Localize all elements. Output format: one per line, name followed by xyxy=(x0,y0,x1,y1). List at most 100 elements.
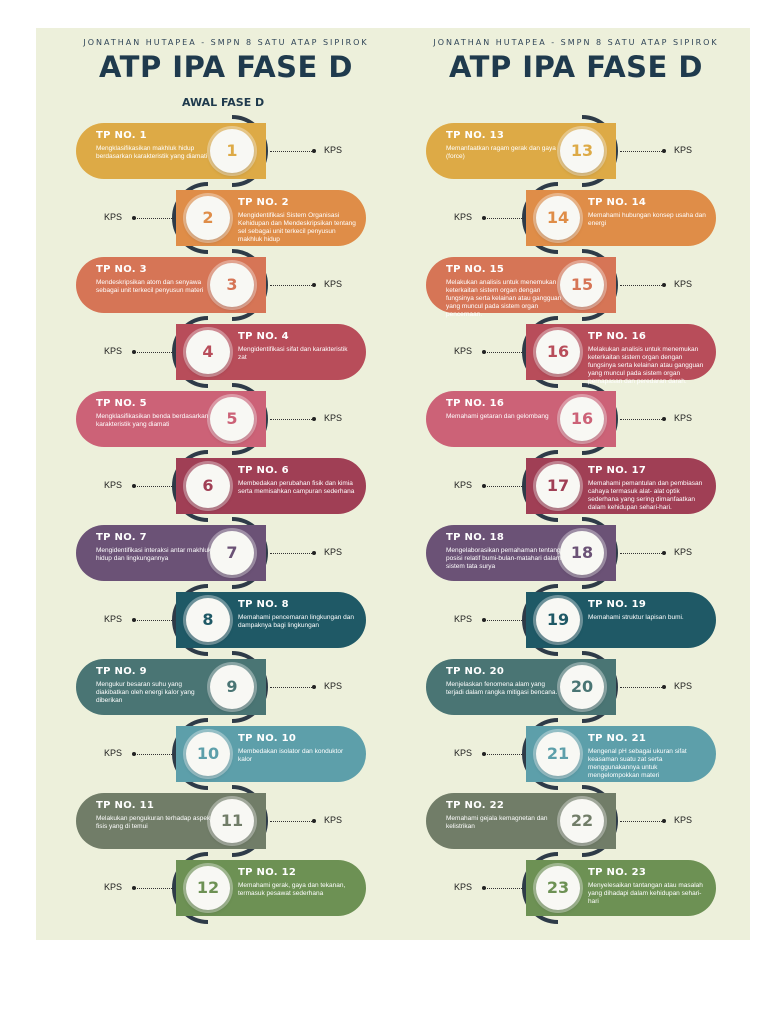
kps-leader-line xyxy=(620,821,664,822)
kps-label: KPS xyxy=(324,681,343,691)
tp-number-circle: 4 xyxy=(186,330,230,374)
tp-description: Mengelaborasikan pemahaman tentang posis… xyxy=(446,547,562,570)
kps-dot xyxy=(482,216,486,220)
kps-label: KPS xyxy=(454,212,473,222)
tp-number-label: TP NO. 22 xyxy=(446,800,505,811)
tp-number-circle: 14 xyxy=(536,196,580,240)
infographic-poster: JONATHAN HUTAPEA - SMPN 8 SATU ATAP SIPI… xyxy=(36,28,750,940)
kps-label: KPS xyxy=(324,547,343,557)
kps-dot xyxy=(312,149,316,153)
kps-label: KPS xyxy=(104,480,123,490)
kps-dot xyxy=(662,417,666,421)
kps-label: KPS xyxy=(454,614,473,624)
kps-label: KPS xyxy=(454,346,473,356)
tp-description: Memahami pencemaran lingkungan dan dampa… xyxy=(238,614,354,629)
tp-description: Memahami gerak, gaya dan tekanan, termas… xyxy=(238,882,346,897)
kps-label: KPS xyxy=(324,815,343,825)
right-column: JONATHAN HUTAPEA - SMPN 8 SATU ATAP SIPI… xyxy=(386,28,743,940)
tp-description: Membedakan isolator dan konduktor kalor xyxy=(238,748,344,763)
tp-number-circle: 11 xyxy=(210,799,254,843)
kps-leader-line xyxy=(484,620,524,621)
tp-description: Mengidentifikasi interaksi antar makhluk… xyxy=(96,547,212,562)
tp-number-label: TP NO. 12 xyxy=(238,867,297,878)
tp-number-label: TP NO. 17 xyxy=(588,465,647,476)
tp-number-label: TP NO. 2 xyxy=(238,197,289,208)
kps-dot xyxy=(482,484,486,488)
kps-leader-line xyxy=(270,419,314,420)
tp-description: Mengukur besaran suhu yang diakibatkan o… xyxy=(96,681,195,704)
tp-description: Memahami hubungan konsep usaha dan energ… xyxy=(588,212,706,227)
tp-number-circle: 6 xyxy=(186,464,230,508)
tp-number-label: TP NO. 18 xyxy=(446,532,505,543)
tp-description: Memanfaatkan ragam gerak dan gaya (force… xyxy=(446,145,556,160)
tp-number-label: TP NO. 8 xyxy=(238,599,289,610)
kps-label: KPS xyxy=(104,882,123,892)
tp-description: Memahami gejala kemagnetan dan kelistrik… xyxy=(446,815,548,830)
tp-number-circle: 20 xyxy=(560,665,604,709)
kps-leader-line xyxy=(484,352,524,353)
connector-path xyxy=(172,115,268,924)
tp-number-label: TP NO. 5 xyxy=(96,398,147,409)
tp-description: Memahami getaran dan gelombang xyxy=(446,413,549,420)
tp-number-circle: 8 xyxy=(186,598,230,642)
tp-number-label: TP NO. 16 xyxy=(588,331,647,342)
tp-description: Menjelaskan fenomena alam yang terjadi d… xyxy=(446,681,558,696)
tp-number-circle: 1 xyxy=(210,129,254,173)
tp-number-label: TP NO. 23 xyxy=(588,867,647,878)
tp-description: Melakukan pengukuran terhadap aspek fisi… xyxy=(96,815,211,830)
tp-number-circle: 22 xyxy=(560,799,604,843)
connector-path xyxy=(522,115,618,924)
kps-label: KPS xyxy=(324,145,343,155)
kps-label: KPS xyxy=(674,413,693,423)
kps-label: KPS xyxy=(324,413,343,423)
tp-number-circle: 7 xyxy=(210,531,254,575)
kps-leader-line xyxy=(620,553,664,554)
kps-label: KPS xyxy=(104,748,123,758)
kps-dot xyxy=(482,350,486,354)
kps-leader-line xyxy=(620,285,664,286)
tp-description: Mengidentifikasi Sistem Organisasi Kehid… xyxy=(238,212,356,243)
kps-dot xyxy=(132,886,136,890)
kps-leader-line xyxy=(620,419,664,420)
author-line: JONATHAN HUTAPEA - SMPN 8 SATU ATAP SIPI… xyxy=(83,38,369,47)
kps-leader-line xyxy=(134,888,174,889)
kps-leader-line xyxy=(270,151,314,152)
tp-number-label: TP NO. 16 xyxy=(446,398,505,409)
tp-number-circle: 2 xyxy=(186,196,230,240)
tp-description: Mengklasifikasikan benda berdasarkan kar… xyxy=(96,413,209,428)
kps-dot xyxy=(662,283,666,287)
tp-description: Membedakan perubahan fisik dan kimia ser… xyxy=(238,480,355,495)
kps-dot xyxy=(482,618,486,622)
kps-dot xyxy=(132,216,136,220)
tp-description: Memahami struktur lapisan bumi. xyxy=(588,614,684,621)
kps-dot xyxy=(312,551,316,555)
tp-number-label: TP NO. 1 xyxy=(96,130,147,141)
tp-number-circle: 10 xyxy=(186,732,230,776)
kps-label: KPS xyxy=(454,882,473,892)
tp-number-circle: 12 xyxy=(186,866,230,910)
tp-number-label: TP NO. 14 xyxy=(588,197,647,208)
kps-dot xyxy=(482,886,486,890)
timeline-connector xyxy=(522,115,618,924)
tp-number-label: TP NO. 15 xyxy=(446,264,505,275)
kps-label: KPS xyxy=(454,480,473,490)
tp-description: Menyelesaikan tantangan atau masalah yan… xyxy=(588,882,703,905)
tp-description: Mendeskripsikan atom dan senyawa sebagai… xyxy=(96,279,204,294)
tp-number-label: TP NO. 11 xyxy=(96,800,155,811)
kps-leader-line xyxy=(134,620,174,621)
kps-dot xyxy=(662,685,666,689)
kps-leader-line xyxy=(270,821,314,822)
tp-number-label: TP NO. 21 xyxy=(588,733,647,744)
tp-description: Melakukan analisis untuk menemukan keter… xyxy=(446,279,562,318)
poster-title: ATP IPA FASE D xyxy=(98,50,354,84)
tp-number-label: TP NO. 10 xyxy=(238,733,297,744)
kps-label: KPS xyxy=(674,547,693,557)
kps-leader-line xyxy=(270,285,314,286)
tp-number-label: TP NO. 4 xyxy=(238,331,289,342)
kps-leader-line xyxy=(134,218,174,219)
tp-number-circle: 9 xyxy=(210,665,254,709)
kps-leader-line xyxy=(484,218,524,219)
kps-dot xyxy=(132,350,136,354)
kps-leader-line xyxy=(134,754,174,755)
kps-dot xyxy=(132,484,136,488)
